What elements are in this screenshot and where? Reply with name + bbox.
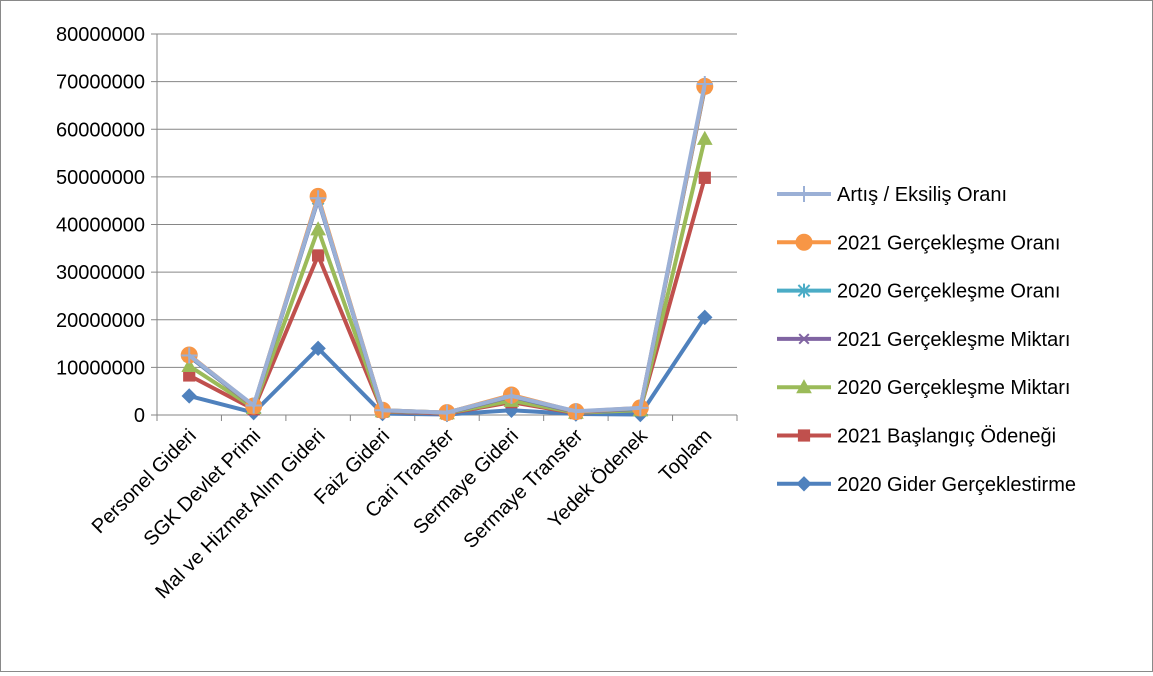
axis-layer: 0 10000000 20000000 30000000 40000000 5000000… xyxy=(56,24,738,603)
point-marker xyxy=(181,388,197,404)
point-marker xyxy=(795,233,813,251)
point-marker xyxy=(696,76,713,93)
point-marker xyxy=(632,399,649,416)
point-marker xyxy=(374,402,391,419)
y-tick-label: 50000000 xyxy=(56,167,145,189)
series-layer xyxy=(180,76,714,423)
point-marker xyxy=(698,171,711,184)
point-marker xyxy=(310,190,327,207)
legend-item: 2021 Gerçekleşme Miktarı xyxy=(777,329,1070,351)
grid-layer xyxy=(157,33,737,368)
point-marker xyxy=(697,309,713,326)
series-line xyxy=(187,83,707,415)
legend-item: 2020 Gerçekleşme Oranı xyxy=(777,281,1060,303)
legend-item: Artış / Eksiliş Oranı xyxy=(777,184,1007,206)
series xyxy=(182,80,712,420)
legend-label: 2020 Gerçekleşme Oranı xyxy=(837,281,1060,303)
point-marker xyxy=(798,333,810,345)
point-marker xyxy=(245,397,262,414)
legend-label: 2021 Başlangıç Ödeneği xyxy=(837,426,1056,448)
point-marker xyxy=(796,186,812,202)
point-marker xyxy=(439,404,455,421)
point-marker xyxy=(503,387,520,404)
legend-label: 2020 Gider Gerçeklestirme xyxy=(837,474,1076,496)
point-marker xyxy=(796,379,812,394)
legend: Artış / Eksiliş Oranı 2021 Gerçekleşme Or… xyxy=(777,184,1076,496)
series-line xyxy=(188,177,707,416)
point-marker xyxy=(797,283,811,298)
point-marker xyxy=(310,340,326,357)
point-marker xyxy=(181,347,198,364)
point-marker xyxy=(797,429,811,442)
legend-item: 2021 Gerçekleşme Oranı xyxy=(777,232,1060,254)
legend-label: 2021 Gerçekleşme Miktarı xyxy=(837,329,1070,351)
legend-item: 2020 Gerçekleşme Miktarı xyxy=(777,377,1070,399)
x-category-label: Toplam xyxy=(655,425,716,486)
legend-item: 2021 Başlangıç Ödeneği xyxy=(777,426,1056,448)
legend-label: 2020 Gerçekleşme Miktarı xyxy=(837,377,1070,399)
y-tick-label: 10000000 xyxy=(56,357,145,379)
x-category-label: Sermaye Transfer xyxy=(459,425,587,553)
point-marker xyxy=(181,357,198,373)
series xyxy=(181,76,713,421)
legend-item: 2020 Gider Gerçeklestirme xyxy=(777,474,1076,496)
y-tick-label: 20000000 xyxy=(56,310,145,332)
point-marker xyxy=(312,249,325,262)
point-marker xyxy=(567,403,584,420)
y-tick-label: 70000000 xyxy=(56,72,145,94)
point-marker xyxy=(696,130,713,145)
legend-label: 2021 Gerçekleşme Oranı xyxy=(837,232,1060,254)
series-line xyxy=(188,138,707,416)
point-marker xyxy=(796,476,812,492)
y-tick-label: 40000000 xyxy=(56,215,145,237)
legend-label: Artış / Eksiliş Oranı xyxy=(837,184,1007,206)
y-tick-label: 80000000 xyxy=(56,24,145,46)
x-category-label: SGK Devlet Primi xyxy=(140,425,266,551)
point-marker xyxy=(310,221,326,236)
y-tick-label: 0 xyxy=(134,405,145,427)
y-tick-label: 30000000 xyxy=(56,262,145,284)
y-tick-label: 60000000 xyxy=(56,119,145,141)
